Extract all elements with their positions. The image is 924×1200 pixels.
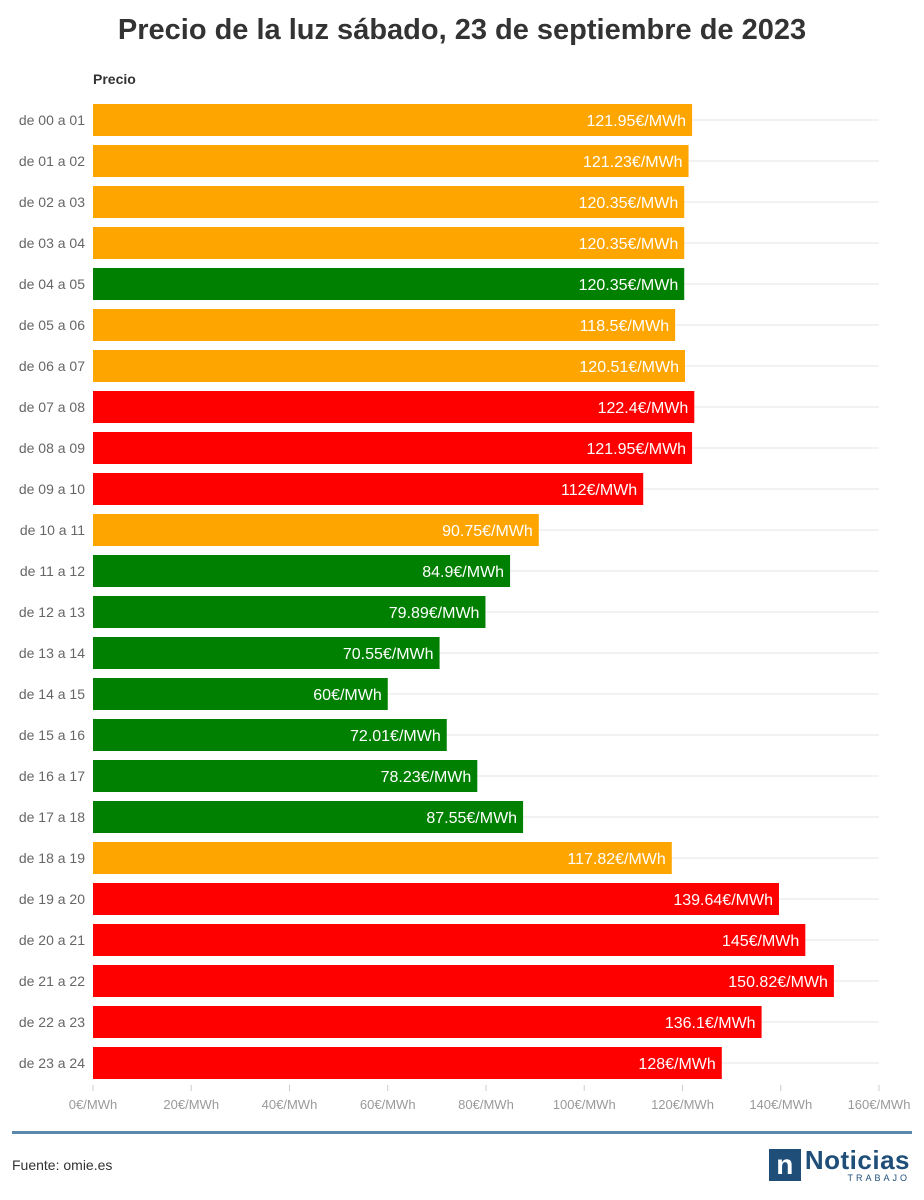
category-label: de 14 a 15: [19, 686, 85, 702]
x-tick-label: 60€/MWh: [360, 1097, 416, 1112]
category-label: de 06 a 07: [19, 358, 85, 374]
category-label: de 04 a 05: [19, 276, 85, 292]
value-label: 70.55€/MWh: [343, 646, 434, 663]
bar: [93, 227, 685, 259]
category-label: de 21 a 22: [19, 973, 85, 989]
bar: [93, 104, 693, 136]
bar: [93, 514, 539, 546]
bar: [93, 432, 693, 464]
value-label: 139.64€/MWh: [673, 892, 773, 909]
value-label: 117.82€/MWh: [567, 851, 665, 868]
x-tick-label: 140€/MWh: [749, 1097, 812, 1112]
value-label: 120.51€/MWh: [579, 359, 679, 376]
bar: [93, 268, 685, 300]
value-label: 121.95€/MWh: [586, 441, 686, 458]
bar: [93, 473, 644, 505]
x-tick-label: 40€/MWh: [262, 1097, 318, 1112]
value-label: 120.35€/MWh: [579, 236, 679, 253]
value-label: 87.55€/MWh: [426, 810, 517, 827]
category-label: de 00 a 01: [19, 112, 85, 128]
category-label: de 05 a 06: [19, 317, 85, 333]
value-label: 145€/MWh: [722, 933, 799, 950]
value-label: 121.95€/MWh: [586, 113, 686, 130]
bar: [93, 1006, 762, 1038]
category-label: de 09 a 10: [19, 481, 85, 497]
category-label: de 13 a 14: [19, 645, 85, 661]
category-label: de 08 a 09: [19, 440, 85, 456]
column-label: Precio: [93, 71, 136, 87]
bars: de 00 a 01 121.95€/MWh de 01 a 02 121.23€/M…: [19, 104, 834, 1079]
x-tick-label: 100€/MWh: [553, 1097, 616, 1112]
value-label: 118.5€/MWh: [580, 318, 670, 335]
bar: [93, 555, 511, 587]
bar: [93, 309, 676, 341]
category-label: de 02 a 03: [19, 194, 85, 210]
bar: [93, 719, 447, 751]
bar: [93, 186, 685, 218]
logo-subtitle: TRABAJO: [847, 1173, 910, 1183]
bar: [93, 924, 806, 956]
value-label: 120.35€/MWh: [579, 277, 679, 294]
value-label: 60€/MWh: [313, 687, 381, 704]
logo-text: Noticias TRABAJO: [805, 1147, 910, 1183]
value-label: 84.9€/MWh: [422, 564, 504, 581]
category-label: de 23 a 24: [19, 1055, 85, 1071]
value-label: 136.1€/MWh: [665, 1015, 756, 1032]
value-label: 72.01€/MWh: [350, 728, 441, 745]
x-tick-label: 0€/MWh: [69, 1097, 117, 1112]
logo-mark-icon: n: [768, 1149, 801, 1181]
category-label: de 20 a 21: [19, 932, 85, 948]
bar: [93, 391, 695, 423]
bar: [93, 801, 524, 833]
bar: [93, 842, 672, 874]
bar: [93, 350, 686, 382]
category-label: de 22 a 23: [19, 1014, 85, 1030]
value-label: 121.23€/MWh: [583, 154, 683, 171]
bar: [93, 1047, 722, 1079]
category-label: de 17 a 18: [19, 809, 85, 825]
bar: [93, 596, 486, 628]
x-axis-ticks: 0€/MWh 20€/MWh 40€/MWh 60€/MWh 80€/MWh 100€/M…: [69, 1085, 911, 1112]
x-tick-label: 80€/MWh: [458, 1097, 514, 1112]
value-label: 79.89€/MWh: [389, 605, 480, 622]
bar: [93, 678, 388, 710]
category-label: de 15 a 16: [19, 727, 85, 743]
category-label: de 16 a 17: [19, 768, 85, 784]
category-label: de 10 a 11: [20, 522, 85, 538]
category-label: de 03 a 04: [19, 235, 85, 251]
value-label: 122.4€/MWh: [598, 400, 689, 417]
source-note: Fuente: omie.es: [12, 1157, 113, 1173]
x-tick-label: 120€/MWh: [651, 1097, 714, 1112]
category-label: de 01 a 02: [19, 153, 85, 169]
value-label: 78.23€/MWh: [381, 769, 472, 786]
chart-title: Precio de la luz sábado, 23 de septiembr…: [117, 14, 807, 46]
value-label: 120.35€/MWh: [579, 195, 679, 212]
grid-lines: [93, 119, 879, 1064]
category-label: de 11 a 12: [20, 563, 85, 579]
value-label: 150.82€/MWh: [728, 974, 828, 991]
category-label: de 07 a 08: [19, 399, 85, 415]
value-label: 128€/MWh: [638, 1056, 715, 1073]
bar: [93, 637, 440, 669]
bar: [93, 965, 834, 997]
category-label: de 12 a 13: [19, 604, 85, 620]
bar: [93, 760, 478, 792]
footer-divider: [12, 1131, 912, 1134]
x-tick-label: 160€/MWh: [848, 1097, 911, 1112]
bar-chart: Precio de 00 a 01 121.95€/MWh de 01 a 02 12…: [19, 71, 911, 1112]
logo-word: Noticias: [804, 1145, 910, 1175]
value-label: 112€/MWh: [561, 482, 637, 499]
category-label: de 19 a 20: [19, 891, 85, 907]
category-label: de 18 a 19: [19, 850, 85, 866]
publisher-logo: n Noticias TRABAJO: [768, 1147, 910, 1183]
bar: [93, 883, 779, 915]
value-label: 90.75€/MWh: [442, 523, 533, 540]
bar: [93, 145, 689, 177]
x-tick-label: 20€/MWh: [163, 1097, 219, 1112]
